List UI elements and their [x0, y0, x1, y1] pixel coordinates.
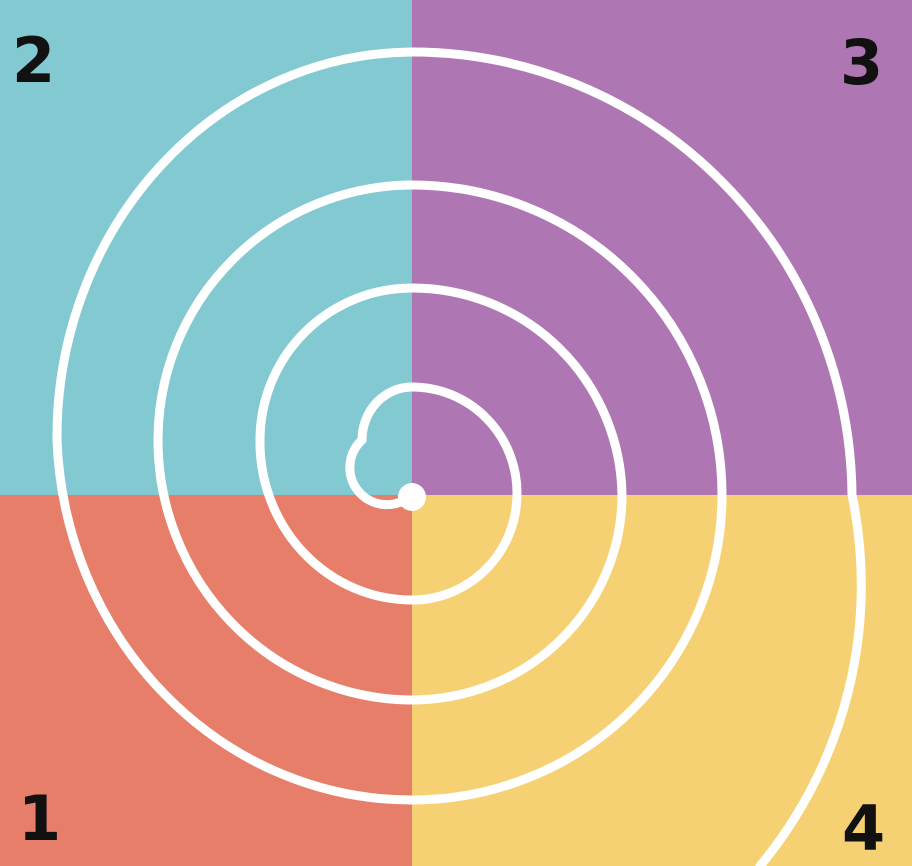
quadrant-label-1: 1 [18, 782, 61, 855]
quadrant-3-top-right [412, 0, 912, 495]
spiral-line [52, 47, 866, 866]
quadrant-label-3: 3 [840, 26, 883, 99]
quadrant-label-2: 2 [12, 24, 55, 97]
quadrant-label-4: 4 [842, 792, 885, 865]
quadrant-1-bottom-left [0, 495, 412, 866]
quadrant-2-top-left [0, 0, 412, 495]
spiral-center-dot [398, 483, 426, 511]
